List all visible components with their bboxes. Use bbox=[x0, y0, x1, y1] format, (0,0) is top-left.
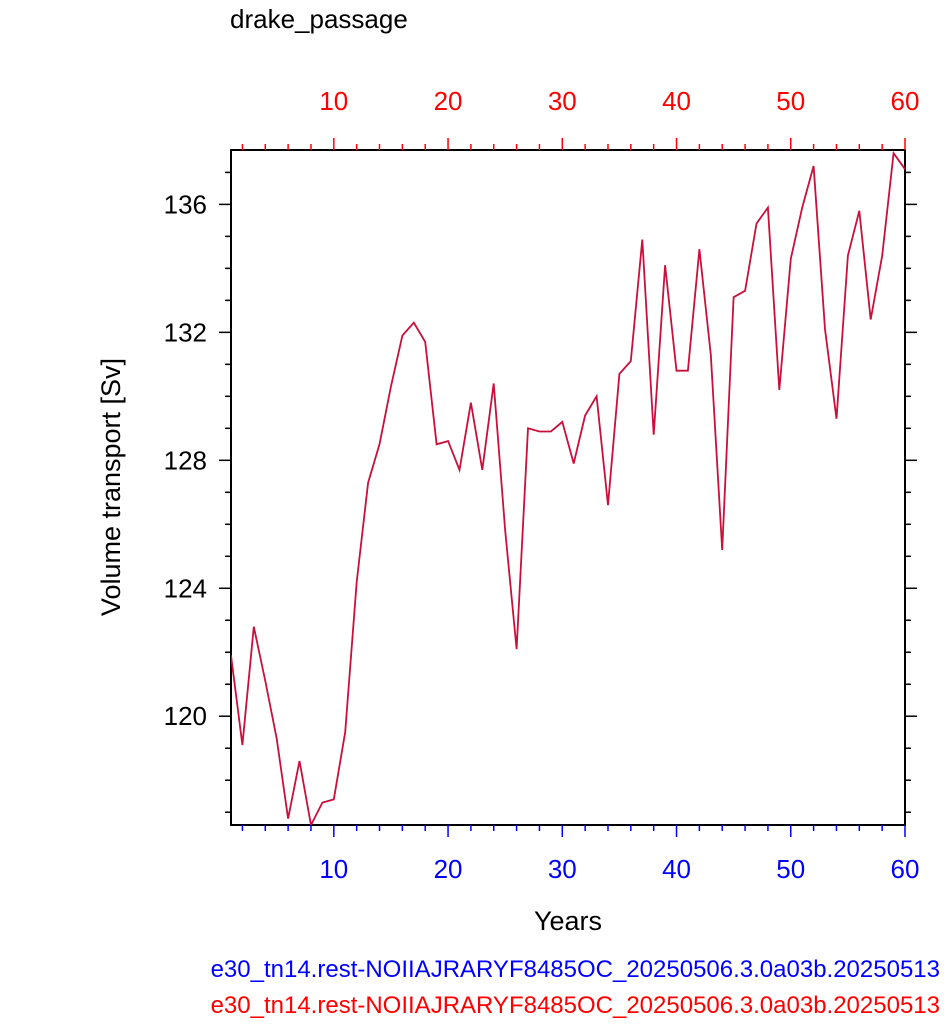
y-tick-label: 124 bbox=[164, 573, 207, 603]
y-tick-label: 136 bbox=[164, 189, 207, 219]
x-tick-label: 20 bbox=[434, 854, 463, 884]
legend-line-1: e30_tn14.rest-NOIIAJRARYF8485OC_20250506… bbox=[211, 955, 940, 985]
x-axis-label: Years bbox=[534, 906, 602, 936]
top-x-tick-label: 10 bbox=[319, 86, 348, 116]
x-tick-label: 30 bbox=[548, 854, 577, 884]
top-x-tick-label: 50 bbox=[776, 86, 805, 116]
y-tick-label: 132 bbox=[164, 317, 207, 347]
chart-title: drake_passage bbox=[230, 4, 408, 34]
x-tick-label: 50 bbox=[776, 854, 805, 884]
legend-text-1: e30_tn14.rest-NOIIAJRARYF8485OC_20250506… bbox=[210, 956, 940, 983]
top-x-tick-label: 60 bbox=[891, 86, 920, 116]
x-tick-label: 10 bbox=[319, 854, 348, 884]
y-tick-label: 128 bbox=[164, 445, 207, 475]
series-line-1 bbox=[231, 150, 905, 825]
legend-line-2: e30_tn14.rest-NOIIAJRARYF8485OC_20250506… bbox=[211, 991, 940, 1021]
x-tick-label: 60 bbox=[891, 854, 920, 884]
plot-frame bbox=[230, 149, 906, 826]
legend-text-2: e30_tn14.rest-NOIIAJRARYF8485OC_20250506… bbox=[210, 992, 940, 1019]
top-x-tick-label: 30 bbox=[548, 86, 577, 116]
x-tick-label: 40 bbox=[662, 854, 691, 884]
plot-area: 10 20 30 40 50 60 10 20 30 40 50 60 120 124 128 132 136 bbox=[164, 86, 920, 884]
y-axis-label: Volume transport [Sv] bbox=[96, 358, 126, 616]
y-tick-label: 120 bbox=[164, 701, 207, 731]
top-x-tick-label: 40 bbox=[662, 86, 691, 116]
top-x-tick-label: 20 bbox=[434, 86, 463, 116]
